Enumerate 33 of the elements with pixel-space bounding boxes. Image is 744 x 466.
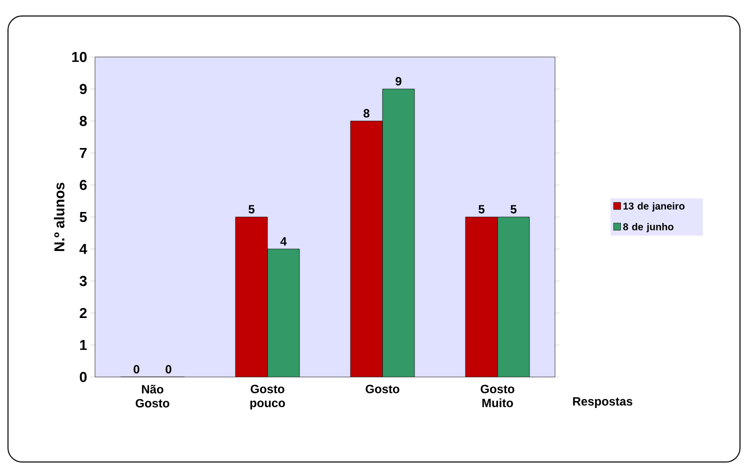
y-tick-label: 5 <box>80 212 87 222</box>
data-label: 0 <box>166 365 172 374</box>
y-tick-label: 8 <box>80 116 87 126</box>
x-tick-label: Gosto Muito <box>480 384 514 408</box>
y-tick-label: 7 <box>80 148 87 158</box>
y-axis-title: N.º alunos <box>54 182 64 251</box>
bar <box>235 216 268 377</box>
y-tick-label: 10 <box>72 52 87 62</box>
legend-label: 8 de junho <box>623 222 674 232</box>
data-label: 5 <box>510 205 516 214</box>
x-tick-label: Gosto <box>366 384 400 394</box>
data-label: 4 <box>280 237 287 246</box>
data-label: 8 <box>364 109 370 118</box>
bar <box>350 120 383 377</box>
x-tick-label: Gosto pouco <box>250 384 285 410</box>
bar <box>465 216 498 377</box>
y-tick-label: 9 <box>80 84 87 94</box>
y-tick-label: 6 <box>80 180 87 190</box>
x-tick-label: Não Gosto <box>136 384 170 408</box>
y-tick-label: 1 <box>80 340 87 350</box>
data-label: 0 <box>134 365 140 374</box>
data-label: 5 <box>248 205 254 214</box>
y-tick-label: 0 <box>80 372 87 382</box>
legend-label: 13 de janeiro <box>623 202 684 212</box>
y-tick-label: 3 <box>80 276 87 286</box>
y-tick-label: 2 <box>80 308 87 318</box>
bar <box>267 248 300 377</box>
x-axis-title: Respostas <box>573 397 632 408</box>
bar <box>382 88 415 377</box>
y-tick-label: 4 <box>79 244 88 254</box>
bar <box>497 216 530 377</box>
data-label: 9 <box>396 77 402 86</box>
data-label: 5 <box>478 205 484 214</box>
